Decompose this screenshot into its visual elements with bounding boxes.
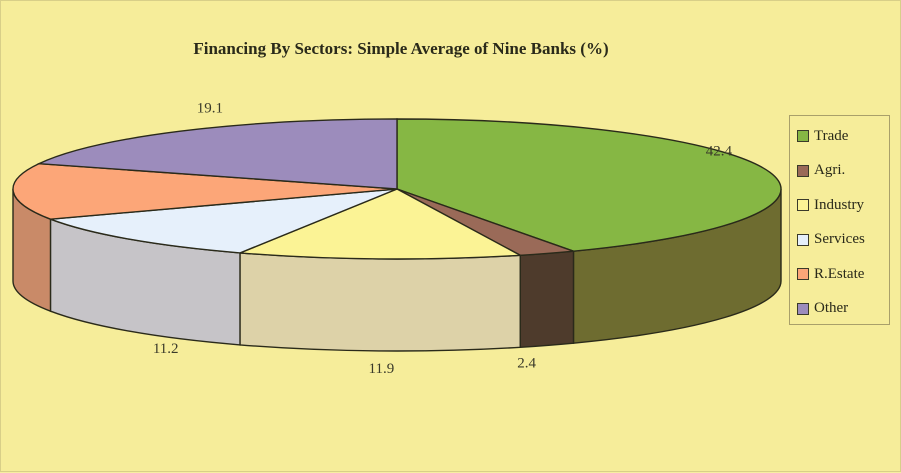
legend-item-services: Services: [790, 223, 889, 258]
legend-label: Services: [814, 231, 865, 248]
legend: Trade Agri. Industry Services R.Estate O…: [789, 115, 890, 325]
pie-slice-other: [36, 118, 398, 190]
legend-swatch: [797, 199, 809, 212]
legend-swatch: [797, 268, 809, 281]
legend-item-agri: Agri.: [790, 154, 889, 189]
legend-item-real-estate: R.Estate: [790, 257, 889, 292]
legend-item-other: Other: [790, 292, 889, 327]
legend-label: Agri.: [814, 162, 846, 179]
pie-slice-services: [50, 188, 398, 254]
legend-label: Other: [814, 300, 849, 317]
pie-slice-trade: [396, 118, 782, 252]
data-label-agri: 2.4: [517, 355, 536, 371]
legend-item-industry: Industry: [790, 188, 889, 223]
data-label-other: 19.1: [197, 100, 223, 116]
legend-item-trade: Trade: [790, 119, 889, 154]
pie-slice-industry: [239, 188, 523, 260]
pie-side-industry: [239, 252, 521, 352]
legend-label: Trade: [814, 127, 849, 144]
data-label-services: 11.2: [153, 341, 179, 357]
data-label-trade: 42.4: [706, 144, 733, 160]
pie-side-agri: [519, 250, 575, 349]
data-label-industry: 11.9: [369, 361, 395, 377]
pie-slice-r-estate: [12, 162, 398, 220]
legend-label: R.Estate: [814, 265, 865, 282]
chart-title: Financing By Sectors: Simple Average of …: [193, 39, 609, 58]
legend-swatch: [797, 130, 809, 143]
legend-swatch: [797, 233, 809, 246]
legend-swatch: [797, 302, 809, 315]
legend-swatch: [797, 164, 809, 177]
legend-label: Industry: [814, 196, 864, 213]
